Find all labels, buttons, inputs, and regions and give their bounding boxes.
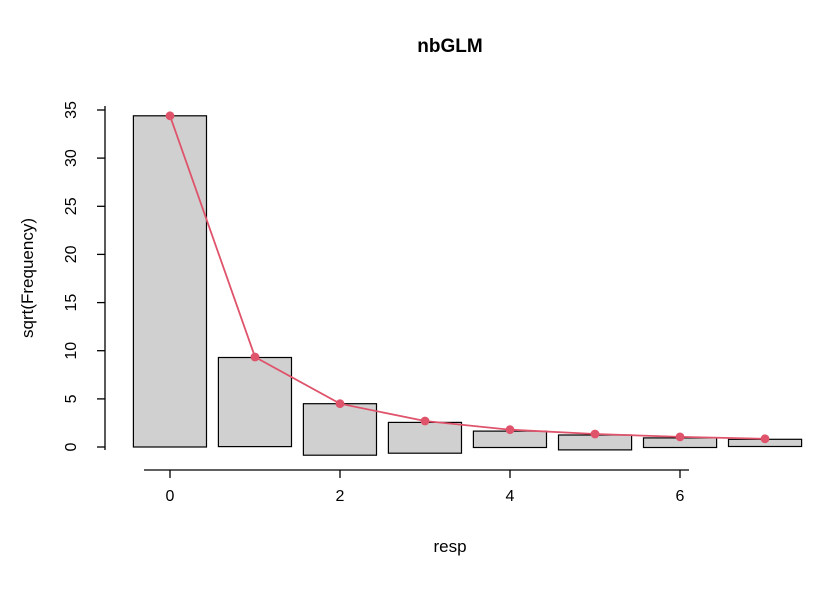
fitted-line xyxy=(169,115,766,440)
fitted-point-x6 xyxy=(675,432,685,442)
chart-title: nbGLM xyxy=(417,36,483,57)
x-axis: 0 2 4 6 xyxy=(144,469,689,505)
y-axis: 0 5 10 15 20 25 30 35 xyxy=(63,101,106,451)
bar-x1 xyxy=(217,356,293,448)
bar-x0 xyxy=(132,115,208,448)
y-tick-label-25: 25 xyxy=(63,197,80,215)
observed-bars xyxy=(132,115,803,456)
y-tick-label-30: 30 xyxy=(63,149,80,167)
bar-x3 xyxy=(387,421,463,454)
fitted-points xyxy=(165,111,770,444)
x-tick-label-4: 4 xyxy=(506,488,515,505)
fitted-point-x3 xyxy=(420,416,430,426)
fitted-point-x2 xyxy=(335,399,345,409)
y-tick-label-5: 5 xyxy=(63,394,80,403)
y-tick-label-10: 10 xyxy=(63,342,80,360)
x-axis-label: resp xyxy=(433,537,467,556)
x-tick-label-6: 6 xyxy=(676,488,685,505)
x-tick-label-0: 0 xyxy=(166,488,175,505)
fitted-point-x5 xyxy=(590,429,600,439)
fitted-point-x1 xyxy=(250,352,260,362)
y-tick-label-35: 35 xyxy=(63,101,80,119)
y-tick-label-15: 15 xyxy=(63,294,80,312)
bar-x2 xyxy=(302,403,378,456)
fitted-point-x4 xyxy=(505,425,515,435)
fitted-point-x0 xyxy=(165,111,175,121)
y-tick-label-0: 0 xyxy=(63,442,80,451)
y-tick-label-20: 20 xyxy=(63,245,80,263)
x-tick-label-2: 2 xyxy=(336,488,345,505)
fitted-point-x7 xyxy=(760,434,770,444)
